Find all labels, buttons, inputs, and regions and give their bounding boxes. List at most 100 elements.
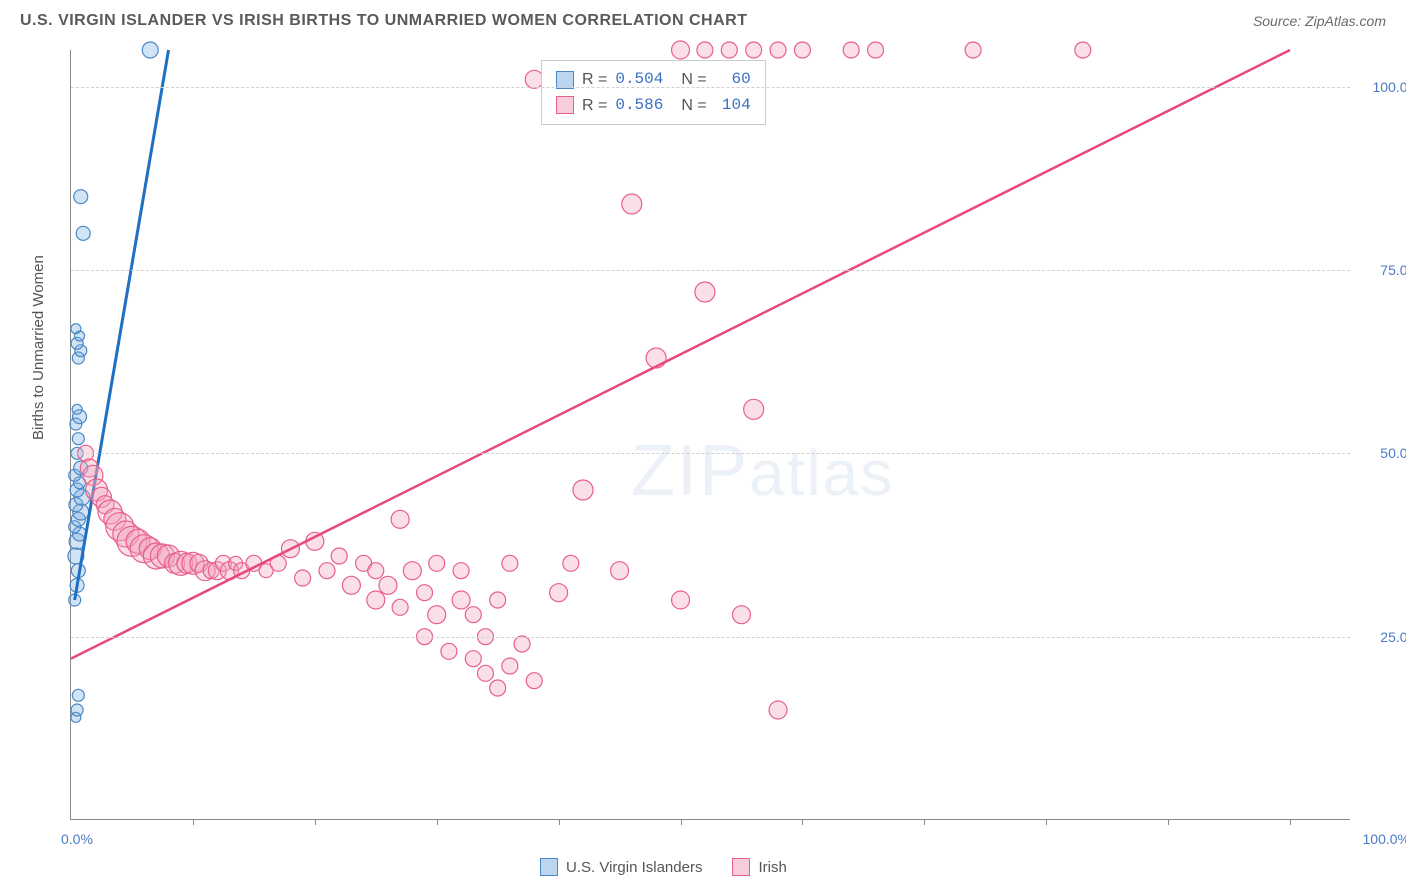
data-point-irish [868, 42, 884, 58]
data-point-irish [441, 643, 457, 659]
y-tick-label: 50.0% [1380, 445, 1406, 461]
chart-title: U.S. VIRGIN ISLANDER VS IRISH BIRTHS TO … [20, 12, 747, 30]
data-point-irish [746, 42, 762, 58]
data-point-usvi [142, 42, 158, 58]
x-tick [924, 819, 925, 825]
data-point-irish [331, 548, 347, 564]
data-point-irish [770, 42, 786, 58]
series-legend-item: U.S. Virgin Islanders [540, 858, 702, 876]
n-label: N = [681, 67, 706, 93]
data-point-irish [843, 42, 859, 58]
plot-svg [71, 50, 1351, 820]
x-tick [1290, 819, 1291, 825]
data-point-irish [428, 606, 446, 624]
x-tick [1168, 819, 1169, 825]
data-point-usvi [72, 404, 82, 414]
x-label-right: 100.0% [1363, 831, 1406, 847]
data-point-irish [319, 563, 335, 579]
data-point-irish [465, 651, 481, 667]
data-point-irish [367, 591, 385, 609]
chart-header: U.S. VIRGIN ISLANDER VS IRISH BIRTHS TO … [0, 0, 1406, 38]
correlation-legend: R = 0.504 N = 60 R = 0.586 N = 104 [541, 60, 766, 125]
data-point-usvi [72, 689, 84, 701]
chart-container: ZIPatlas R =0.504N =60R =0.586N =104 25.… [70, 50, 1350, 820]
data-point-irish [403, 562, 421, 580]
y-axis-title: Births to Unmarried Women [30, 255, 47, 440]
gridline-h [71, 637, 1350, 638]
y-tick-label: 25.0% [1380, 629, 1406, 645]
data-point-irish [611, 562, 629, 580]
x-tick [315, 819, 316, 825]
n-value: 60 [715, 67, 751, 93]
data-point-irish [672, 41, 690, 59]
gridline-h [71, 87, 1350, 88]
data-point-irish [368, 563, 384, 579]
plot-area: ZIPatlas R =0.504N =60R =0.586N =104 25.… [70, 50, 1350, 820]
data-point-irish [502, 555, 518, 571]
r-label: R = [582, 67, 607, 93]
data-point-irish [379, 576, 397, 594]
legend-swatch-icon [540, 858, 558, 876]
legend-swatch-icon [732, 858, 750, 876]
x-tick [559, 819, 560, 825]
data-point-usvi [72, 433, 84, 445]
data-point-irish [769, 701, 787, 719]
data-point-irish [732, 606, 750, 624]
trend-line-irish [71, 50, 1290, 659]
data-point-irish [295, 570, 311, 586]
data-point-irish [965, 42, 981, 58]
correlation-legend-row: R = 0.586 N = 104 [556, 93, 751, 119]
x-tick [681, 819, 682, 825]
r-value: 0.504 [615, 67, 663, 93]
data-point-irish [1075, 42, 1091, 58]
x-tick [802, 819, 803, 825]
data-point-usvi [74, 190, 88, 204]
x-tick [193, 819, 194, 825]
data-point-irish [514, 636, 530, 652]
data-point-irish [526, 673, 542, 689]
data-point-irish [490, 592, 506, 608]
data-point-usvi [71, 324, 81, 334]
data-point-irish [794, 42, 810, 58]
legend-swatch-icon [556, 96, 574, 114]
n-value: 104 [715, 93, 751, 119]
x-tick [437, 819, 438, 825]
data-point-irish [695, 282, 715, 302]
x-label-left: 0.0% [61, 831, 93, 847]
data-point-irish [453, 563, 469, 579]
data-point-irish [646, 348, 666, 368]
source-label: Source: ZipAtlas.com [1253, 13, 1386, 29]
data-point-irish [452, 591, 470, 609]
data-point-irish [477, 665, 493, 681]
r-label: R = [582, 93, 607, 119]
series-legend: U.S. Virgin Islanders Irish [540, 858, 787, 876]
correlation-legend-row: R = 0.504 N = 60 [556, 67, 751, 93]
data-point-irish [429, 555, 445, 571]
data-point-irish [502, 658, 518, 674]
data-point-irish [697, 42, 713, 58]
x-tick [1046, 819, 1047, 825]
series-legend-label: Irish [758, 859, 786, 876]
y-tick-label: 75.0% [1380, 262, 1406, 278]
gridline-h [71, 453, 1350, 454]
data-point-irish [550, 584, 568, 602]
data-point-irish [721, 42, 737, 58]
y-tick-label: 100.0% [1373, 79, 1406, 95]
data-point-irish [490, 680, 506, 696]
data-point-irish [744, 399, 764, 419]
r-value: 0.586 [615, 93, 663, 119]
data-point-usvi [76, 226, 90, 240]
series-legend-label: U.S. Virgin Islanders [566, 859, 702, 876]
gridline-h [71, 270, 1350, 271]
series-legend-item: Irish [732, 858, 786, 876]
n-label: N = [681, 93, 706, 119]
data-point-irish [391, 510, 409, 528]
data-point-irish [622, 194, 642, 214]
data-point-irish [563, 555, 579, 571]
data-point-irish [392, 599, 408, 615]
data-point-irish [417, 585, 433, 601]
data-point-irish [465, 607, 481, 623]
data-point-irish [342, 576, 360, 594]
data-point-irish [573, 480, 593, 500]
data-point-irish [672, 591, 690, 609]
